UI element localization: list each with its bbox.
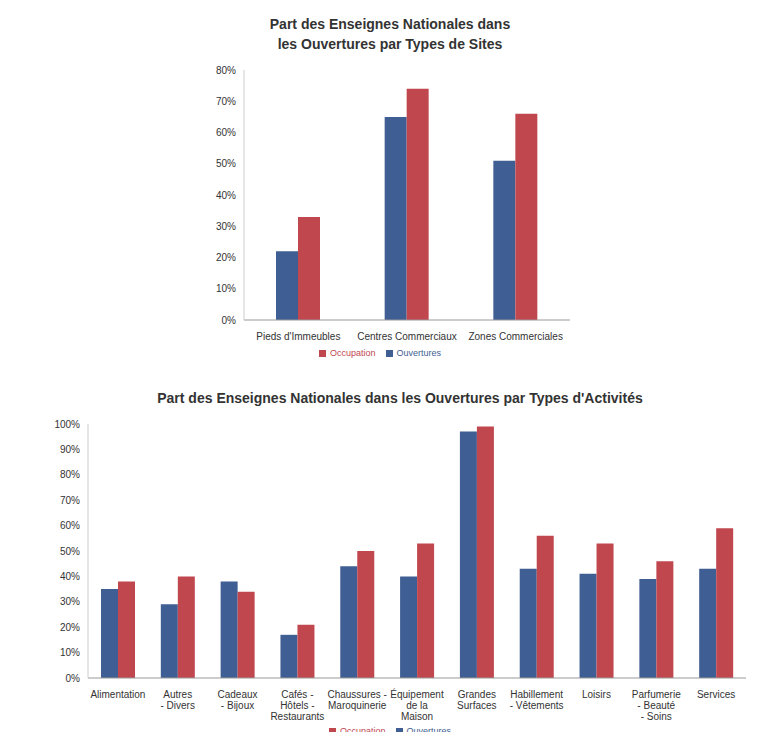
svg-text:100%: 100% <box>54 419 80 430</box>
html-text:Occupation: Occupation <box>330 348 376 358</box>
html-text:Occupation: Occupation <box>340 726 386 736</box>
svg-text:Loisirs: Loisirs <box>582 689 611 700</box>
svg-text:Cadeaux- Bijoux: Cadeaux- Bijoux <box>218 689 258 711</box>
svg-text:20%: 20% <box>216 252 236 263</box>
svg-text:80%: 80% <box>216 65 236 76</box>
svg-text:50%: 50% <box>60 546 80 557</box>
svg-text:Centres Commerciaux: Centres Commerciaux <box>357 331 456 342</box>
svg-text:30%: 30% <box>216 221 236 232</box>
svg-text:90%: 90% <box>60 444 80 455</box>
svg-text:40%: 40% <box>216 190 236 201</box>
html-text:Part des Enseignes Nationales: Part des Enseignes Nationales dans <box>269 16 511 32</box>
svg-text:70%: 70% <box>216 96 236 107</box>
html-text:Ouvertures: Ouvertures <box>396 348 441 358</box>
html-text:Ouvertures: Ouvertures <box>406 726 451 736</box>
html-text:les Ouvertures par Types de Si: les Ouvertures par Types de Sites <box>277 36 503 52</box>
svg-text:Habillement- Vêtements: Habillement- Vêtements <box>510 689 564 711</box>
svg-text:Cafés -Hôtels -Restaurants: Cafés -Hôtels -Restaurants <box>270 689 324 722</box>
svg-text:GrandesSurfaces: GrandesSurfaces <box>457 689 496 711</box>
svg-text:Équipementde laMaison: Équipementde laMaison <box>390 688 444 722</box>
svg-text:Zones Commerciales: Zones Commerciales <box>468 331 562 342</box>
svg-text:Autres- Divers: Autres- Divers <box>161 689 195 711</box>
svg-text:Pieds d'Immeubles: Pieds d'Immeubles <box>256 331 340 342</box>
svg-text:20%: 20% <box>60 622 80 633</box>
svg-text:60%: 60% <box>60 520 80 531</box>
svg-text:Services: Services <box>697 689 735 700</box>
svg-text:50%: 50% <box>216 158 236 169</box>
svg-text:Chaussures -Maroquinerie: Chaussures -Maroquinerie <box>327 689 386 711</box>
svg-text:0%: 0% <box>66 673 81 684</box>
svg-text:10%: 10% <box>60 647 80 658</box>
svg-text:40%: 40% <box>60 571 80 582</box>
svg-text:Alimentation: Alimentation <box>90 689 145 700</box>
svg-text:60%: 60% <box>216 127 236 138</box>
svg-text:80%: 80% <box>60 469 80 480</box>
svg-text:0%: 0% <box>222 315 237 326</box>
svg-text:30%: 30% <box>60 596 80 607</box>
svg-text:10%: 10% <box>216 283 236 294</box>
html-text:Part des Enseignes Nationales: Part des Enseignes Nationales dans les O… <box>157 390 643 406</box>
svg-text:70%: 70% <box>60 495 80 506</box>
svg-text:Parfumerie- Beauté- Soins: Parfumerie- Beauté- Soins <box>632 689 681 722</box>
